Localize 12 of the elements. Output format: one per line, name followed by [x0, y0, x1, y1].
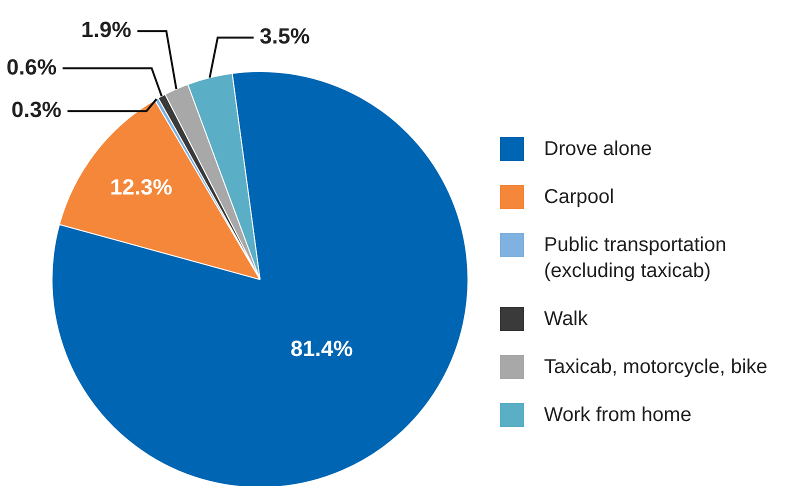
legend-label: Drove alone	[544, 137, 652, 162]
data-label: 3.5%	[260, 24, 310, 49]
data-label: 12.3%	[110, 174, 172, 200]
data-label: 1.9%	[81, 17, 132, 42]
data-label: 0.6%	[6, 54, 57, 80]
legend-label: Carpool	[544, 185, 614, 210]
legend-label: Public transportation (excluding taxicab)	[544, 233, 728, 284]
legend-label: Walk	[544, 307, 588, 332]
legend-label: Work from home	[544, 403, 692, 428]
data-label: 0.3%	[11, 97, 62, 122]
legend-label: Taxicab, motorcycle, bike	[544, 355, 768, 380]
data-label: 81.4%	[290, 336, 353, 362]
